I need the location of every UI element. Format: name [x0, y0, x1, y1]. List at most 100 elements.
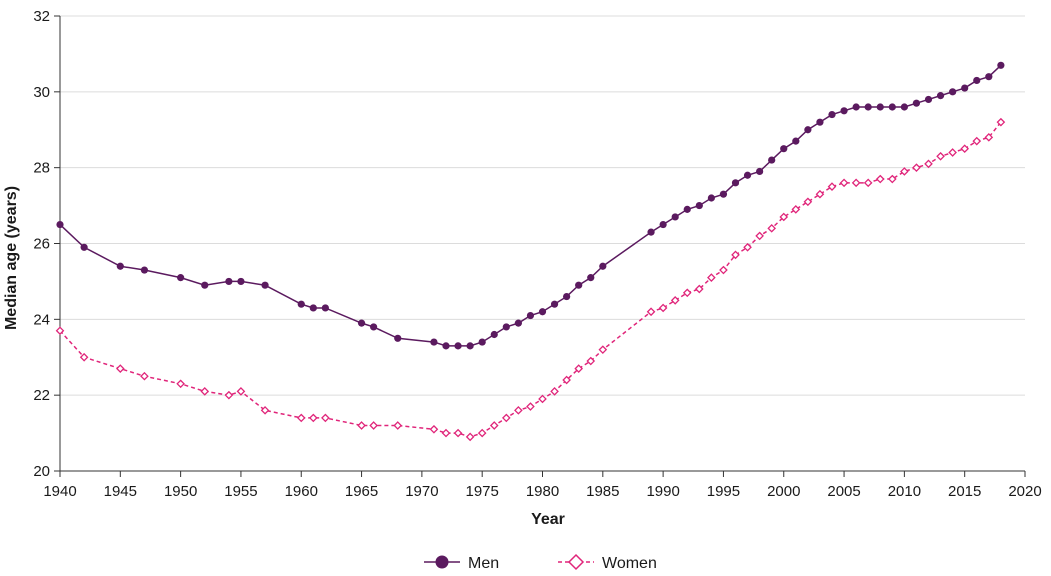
y-tick-label: 22	[33, 387, 50, 404]
data-point-men	[80, 243, 88, 251]
data-point-women	[586, 356, 596, 366]
data-point-women	[296, 413, 306, 423]
y-tick-label: 30	[33, 84, 50, 101]
data-point-men	[719, 190, 728, 198]
data-point-women	[996, 117, 1006, 127]
data-point-women	[815, 189, 825, 199]
data-point-women	[779, 212, 789, 222]
data-point-women	[827, 182, 837, 191]
legend-label-women: Women	[602, 555, 657, 572]
x-tick-label: 2005	[827, 483, 860, 500]
y-tick-label: 32	[33, 8, 50, 25]
data-point-men	[297, 300, 305, 308]
data-point-men	[140, 266, 149, 274]
data-point-women	[562, 375, 571, 385]
data-point-men	[370, 323, 378, 331]
data-point-women	[224, 390, 234, 400]
series-women	[55, 117, 1006, 442]
data-point-women	[236, 387, 246, 396]
y-tick-label: 24	[33, 311, 50, 328]
data-point-men	[888, 103, 896, 111]
data-point-men	[526, 311, 535, 320]
series-group	[55, 61, 1006, 442]
y-axis-title: Median age (years)	[3, 186, 20, 330]
data-point-men	[454, 342, 462, 350]
data-point-women	[550, 387, 559, 396]
data-point-men	[876, 103, 884, 111]
series-men	[56, 61, 1005, 350]
data-point-women	[682, 288, 692, 298]
data-point-women	[598, 345, 608, 354]
data-point-women	[670, 296, 680, 305]
data-point-men	[430, 338, 438, 346]
x-tick-label: 1965	[345, 483, 378, 500]
data-point-women	[719, 265, 728, 275]
data-point-women	[900, 167, 909, 176]
data-point-men	[997, 61, 1005, 69]
x-tick-label: 1975	[466, 483, 499, 500]
x-tick-label: 1990	[646, 483, 679, 500]
data-point-men	[792, 137, 800, 145]
data-point-women	[912, 163, 921, 172]
series-line-women	[59, 121, 1002, 438]
x-tick-label: 2010	[888, 483, 921, 500]
data-point-women	[453, 428, 463, 438]
data-point-women	[658, 303, 668, 313]
data-point-men	[514, 319, 522, 327]
data-point-men	[538, 308, 547, 316]
data-point-women	[357, 421, 366, 430]
data-point-women	[948, 148, 957, 157]
x-tick-label: 1995	[707, 483, 740, 500]
data-point-women	[694, 284, 704, 294]
y-tick-label: 26	[33, 236, 50, 253]
data-point-men	[550, 300, 559, 308]
data-point-women	[176, 379, 185, 389]
data-point-women	[743, 242, 752, 252]
legend-item-women: Women	[558, 553, 657, 572]
series-line-men	[59, 64, 1002, 347]
data-point-women	[369, 421, 378, 430]
data-point-women	[839, 178, 849, 188]
data-point-men	[671, 213, 679, 221]
data-point-women	[791, 205, 801, 214]
data-point-women	[924, 159, 933, 169]
x-tick-label: 1945	[104, 483, 137, 500]
x-axis-title: Year	[531, 511, 565, 528]
data-point-women	[887, 174, 897, 184]
data-point-men	[985, 73, 993, 81]
data-point-men	[816, 118, 824, 126]
data-point-women	[936, 151, 945, 161]
x-tick-label: 1985	[586, 483, 619, 500]
data-point-men	[56, 220, 64, 229]
data-point-women	[863, 178, 873, 188]
data-point-men	[237, 277, 245, 286]
data-point-men	[852, 103, 860, 111]
tick-labels: 20 22 24 26 28 30 32 1940 1945 1950 1955 1960 1965 19…	[33, 8, 1041, 500]
data-point-women	[308, 413, 318, 423]
data-point-women	[707, 273, 716, 282]
x-tick-label: 1940	[43, 483, 76, 500]
data-point-men	[731, 179, 740, 187]
data-point-men	[961, 84, 969, 92]
legend-label-men: Men	[468, 555, 499, 572]
data-point-women	[803, 197, 813, 207]
legend-marker-women	[567, 553, 585, 571]
data-point-men	[116, 262, 124, 270]
data-point-women	[501, 413, 511, 423]
data-point-men	[804, 126, 812, 134]
data-point-men	[659, 220, 667, 229]
data-point-men	[840, 107, 848, 115]
data-point-women	[767, 224, 777, 233]
data-point-men	[780, 145, 788, 153]
legend-item-men: Men	[424, 555, 499, 572]
x-tick-label: 2015	[948, 483, 981, 500]
data-point-men	[201, 281, 209, 289]
data-point-men	[466, 342, 474, 350]
x-tick-label: 1955	[224, 483, 257, 500]
data-point-men	[647, 228, 655, 236]
data-point-women	[79, 352, 89, 362]
data-point-men	[768, 156, 776, 164]
data-point-women	[731, 250, 740, 260]
data-point-men	[900, 103, 908, 111]
